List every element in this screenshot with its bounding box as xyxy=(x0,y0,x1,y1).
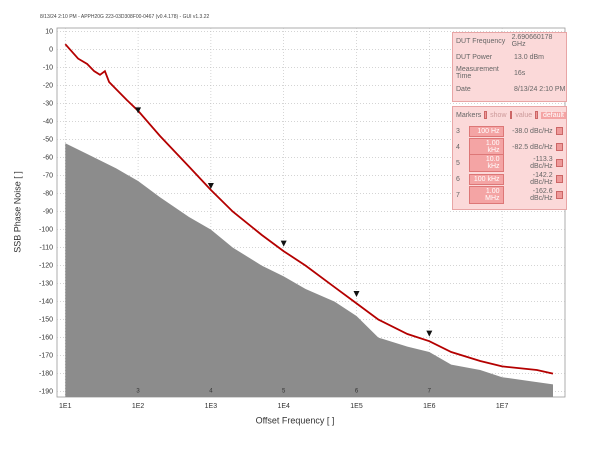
info-value: 16s xyxy=(514,69,526,77)
marker-index: 6 xyxy=(456,175,460,183)
checkbox[interactable] xyxy=(555,175,564,183)
x-tick-label: 1E2 xyxy=(132,403,145,410)
info-row: Date 8/13/24 2:10 PM xyxy=(453,81,566,97)
x-tick-label: 1E5 xyxy=(350,403,363,410)
marker-label: 6 xyxy=(355,389,359,395)
checkbox[interactable] xyxy=(555,143,564,151)
button[interactable]: value xyxy=(515,111,533,119)
button[interactable]: show xyxy=(490,111,507,119)
y-tick-label: -160 xyxy=(39,334,53,341)
phase-noise-line xyxy=(64,43,554,375)
markers-header: Markers show value default xyxy=(453,107,567,123)
info-value: 8/13/24 2:10 PM xyxy=(514,85,566,93)
y-tick-label: -120 xyxy=(39,262,53,269)
marker-frequency[interactable]: 10.0 kHz xyxy=(468,154,504,172)
marker-index: 5 xyxy=(456,159,460,167)
checkbox[interactable] xyxy=(509,111,513,119)
info-name: Measurement Time xyxy=(456,66,499,80)
y-tick-label: -100 xyxy=(39,226,53,233)
y-tick-label: -10 xyxy=(43,64,53,71)
marker-index: 7 xyxy=(456,191,460,199)
y-tick-label: -110 xyxy=(40,244,54,251)
y-axis-label: SSB Phase Noise [ ] xyxy=(12,171,22,253)
info-name: Date xyxy=(456,85,471,93)
x-tick-label: 1E3 xyxy=(205,403,218,410)
marker-value: -38.0 dBc/Hz xyxy=(512,127,553,135)
info-value: 13.0 dBm xyxy=(514,53,544,61)
marker xyxy=(207,183,214,189)
marker-label: 5 xyxy=(282,389,286,395)
info-panel: DUT Frequency 2.690660178 GHz DUT Power 13.… xyxy=(452,32,567,102)
y-tick-label: -70 xyxy=(43,172,53,179)
y-tick-label: -30 xyxy=(43,100,53,107)
checkbox[interactable] xyxy=(555,191,564,199)
marker-row: 4 1.00 kHz -82.5 dBc/Hz xyxy=(453,138,566,156)
y-tick-label: -20 xyxy=(43,82,53,89)
marker-row: 3 100 Hz -38.0 dBc/Hz xyxy=(453,123,566,139)
marker xyxy=(135,107,142,114)
checkbox[interactable] xyxy=(555,127,564,135)
info-value: 2.690660178 GHz xyxy=(511,34,553,48)
marker-value: -162.6 dBc/Hz xyxy=(530,188,553,202)
info-row: Measurement Time 16s xyxy=(453,65,566,81)
x-tick-label: 1E6 xyxy=(423,403,436,410)
y-tick-label: -80 xyxy=(43,190,53,197)
x-tick-label: 1E1 xyxy=(59,403,72,410)
checkbox[interactable] xyxy=(535,111,538,119)
marker-value: -142.2 dBc/Hz xyxy=(530,172,553,186)
y-tick-label: -140 xyxy=(39,298,53,305)
y-tick-label: -50 xyxy=(43,136,53,143)
marker-label: 4 xyxy=(209,389,213,395)
marker-index: 3 xyxy=(456,127,460,135)
x-axis-label: Offset Frequency [ ] xyxy=(256,415,335,425)
marker xyxy=(426,330,433,337)
x-tick-label: 1E7 xyxy=(496,403,509,410)
marker-label: 7 xyxy=(428,389,432,395)
marker-value: -113.3 dBc/Hz xyxy=(530,156,553,170)
y-tick-label: -40 xyxy=(43,118,53,125)
info-name: DUT Power xyxy=(456,53,493,61)
noise-floor-area xyxy=(65,143,554,397)
markers-title: Markers xyxy=(456,111,482,119)
y-tick-label: -190 xyxy=(39,388,53,395)
y-tick-label: 0 xyxy=(49,46,53,53)
info-row: DUT Power 13.0 dBm xyxy=(453,49,566,65)
marker-row: 6 100 kHz -142.2 dBc/Hz xyxy=(453,171,566,187)
y-tick-label: -180 xyxy=(39,370,53,377)
y-tick-label: -60 xyxy=(43,154,53,161)
x-tick-label: 1E4 xyxy=(277,403,290,410)
checkbox[interactable] xyxy=(484,111,488,119)
info-name: DUT Frequency xyxy=(456,37,506,45)
y-tick-label: -90 xyxy=(43,208,53,215)
button[interactable]: default xyxy=(540,111,567,119)
y-tick-label: -170 xyxy=(39,352,53,359)
y-tick-label: -150 xyxy=(39,316,53,323)
marker xyxy=(280,240,287,247)
marker-frequency[interactable]: 1.00 MHz xyxy=(468,186,504,204)
marker-frequency[interactable]: 100 kHz xyxy=(468,173,504,185)
marker-label: 3 xyxy=(136,389,140,395)
marker xyxy=(353,291,360,297)
marker-frequency[interactable]: 100 Hz xyxy=(468,125,504,137)
marker-index: 4 xyxy=(456,143,460,151)
marker-row: 5 10.0 kHz -113.3 dBc/Hz xyxy=(453,154,566,172)
marker-value: -82.5 dBc/Hz xyxy=(512,143,553,151)
info-row: DUT Frequency 2.690660178 GHz xyxy=(453,33,566,49)
marker-row: 7 1.00 MHz -162.6 dBc/Hz xyxy=(453,186,566,204)
y-tick-label: -130 xyxy=(39,280,53,287)
header: 8/13/24 2:10 PM - APPH20G 223-03D308F00-… xyxy=(40,14,210,20)
markers-panel: Markers show value default 3 100 Hz -38.0 dBc/… xyxy=(452,106,567,210)
y-tick-label: 10 xyxy=(45,28,53,35)
checkbox[interactable] xyxy=(555,159,564,167)
